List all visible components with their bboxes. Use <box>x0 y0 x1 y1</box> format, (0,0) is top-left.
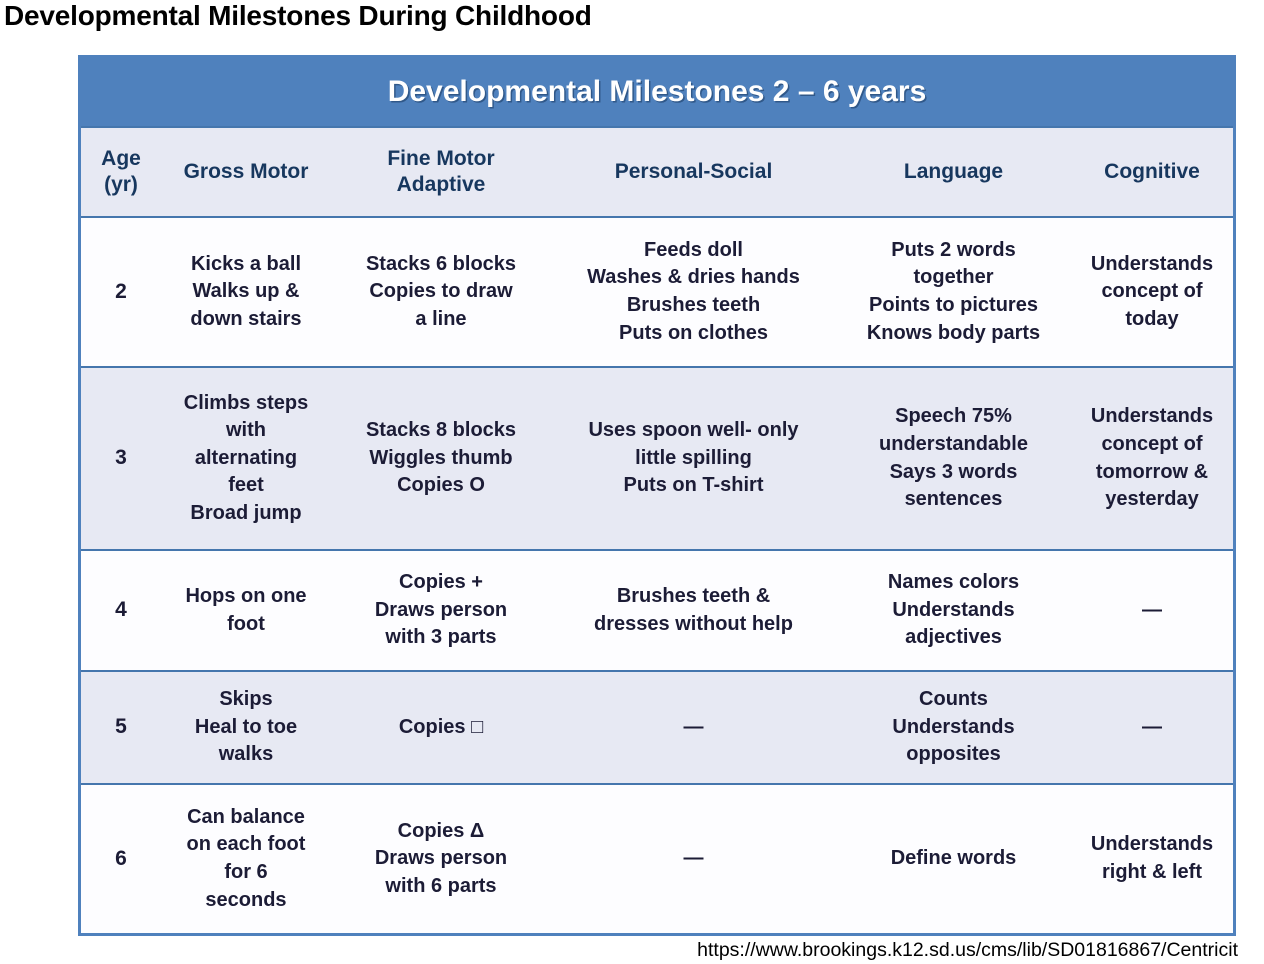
cell-fine-motor: Copies Δ Draws person with 6 parts <box>374 819 508 897</box>
table-row-age-4: 4 Hops on one foot Copies + Draws person… <box>81 549 1233 670</box>
cell-age: 2 <box>115 279 127 303</box>
cell-cognitive: Understands concept of tomorrow & yester… <box>1090 405 1214 511</box>
cell-personal-social: — <box>683 715 704 738</box>
cell-gross-motor: Can balance on each foot for 6 seconds <box>186 805 306 911</box>
cell-cognitive: Understands right & left <box>1090 833 1214 883</box>
cell-age: 6 <box>115 846 127 870</box>
cell-language: Names colors Understands adjectives <box>887 571 1020 649</box>
source-url: https://www.brookings.k12.sd.us/cms/lib/… <box>697 939 1238 961</box>
table-row-age-6: 6 Can balance on each foot for 6 seconds… <box>81 783 1233 933</box>
column-header-personal-social: Personal-Social <box>614 159 773 183</box>
column-header-fine-motor: Fine Motor Adaptive <box>387 146 495 196</box>
cell-fine-motor: Copies + Draws person with 3 parts <box>374 571 508 649</box>
cell-language: Define words <box>890 847 1017 870</box>
table-row-age-2: 2 Kicks a ball Walks up & down stairs St… <box>81 216 1233 366</box>
cell-personal-social: Uses spoon well- only little spilling Pu… <box>588 419 799 497</box>
cell-fine-motor: Copies □ <box>398 715 484 738</box>
cell-cognitive: Understands concept of today <box>1090 252 1214 330</box>
cell-language: Puts 2 words together Points to pictures… <box>866 238 1041 344</box>
table-row-age-5: 5 Skips Heal to toe walks Copies □ — Cou… <box>81 670 1233 783</box>
cell-gross-motor: Hops on one foot <box>185 584 307 635</box>
table-row-age-3: 3 Climbs steps with alternating feet Bro… <box>81 366 1233 549</box>
cell-age: 5 <box>115 715 127 739</box>
page-title: Developmental Milestones During Childhoo… <box>4 0 592 31</box>
cell-age: 4 <box>115 598 127 622</box>
cell-gross-motor: Skips Heal to toe walks <box>194 688 298 766</box>
cell-language: Counts Understands opposites <box>892 688 1015 766</box>
column-header-age: Age (yr) <box>101 146 141 196</box>
milestones-table: Developmental Milestones 2 – 6 years Age… <box>78 55 1236 936</box>
cell-gross-motor: Climbs steps with alternating feet Broad… <box>183 391 309 524</box>
column-header-cognitive: Cognitive <box>1104 159 1200 183</box>
cell-cognitive: — <box>1142 598 1162 621</box>
cell-personal-social: Feeds doll Washes & dries hands Brushes … <box>587 238 800 344</box>
cell-gross-motor: Kicks a ball Walks up & down stairs <box>190 252 302 330</box>
table-banner-title: Developmental Milestones 2 – 6 years <box>81 58 1233 126</box>
column-header-gross-motor: Gross Motor <box>183 159 309 183</box>
cell-fine-motor: Stacks 8 blocks Wiggles thumb Copies O <box>365 419 517 497</box>
cell-language: Speech 75% understandable Says 3 words s… <box>879 405 1028 511</box>
cell-age: 3 <box>115 446 127 470</box>
column-header-language: Language <box>903 159 1004 183</box>
cell-personal-social: Brushes teeth & dresses without help <box>594 584 793 635</box>
cell-personal-social: — <box>683 847 704 870</box>
table-header-row: Age (yr) Gross Motor Fine Motor Adaptive… <box>81 126 1233 216</box>
cell-fine-motor: Stacks 6 blocks Copies to draw a line <box>365 252 517 330</box>
cell-cognitive: — <box>1142 715 1162 738</box>
